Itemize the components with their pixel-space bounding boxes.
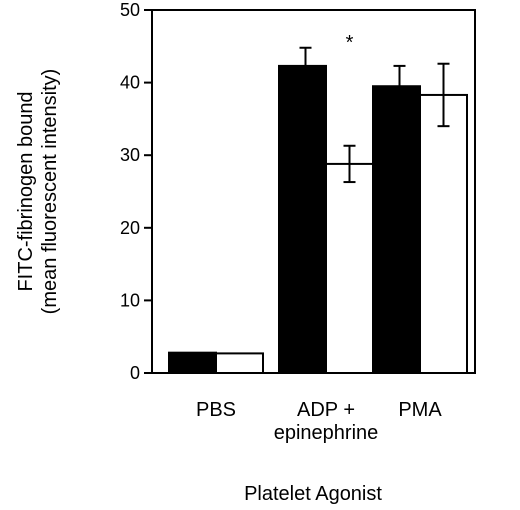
x-category-label-line: PBS	[196, 399, 236, 421]
y-tick-label: 50	[120, 0, 140, 20]
significance-marker: *	[346, 32, 354, 54]
error-bars	[299, 46, 450, 184]
x-category-label: PBS	[196, 399, 236, 421]
x-category-label: ADP + epinephrine	[274, 399, 379, 444]
bars	[168, 64, 468, 375]
x-category-label-line: ADP +	[297, 399, 355, 421]
y-axis-label-line: FITC-fibrinogen bound	[15, 91, 37, 291]
x-category-label-line: epinephrine	[274, 422, 379, 444]
bar	[168, 351, 217, 374]
x-category-label-line: PMA	[398, 399, 442, 421]
bar	[215, 352, 264, 375]
y-tick-label: 30	[120, 145, 140, 165]
y-axis-title: FITC-fibrinogen bound (mean fluorescent i…	[15, 69, 61, 315]
y-axis-label: FITC-fibrinogen bound (mean fluorescent i…	[15, 69, 61, 315]
y-tick-label: 40	[120, 73, 140, 93]
y-tick-label: 20	[120, 218, 140, 238]
y-axis-ticks: 0 10 20 30 40 50	[120, 0, 152, 383]
axes	[151, 9, 476, 374]
bar	[419, 93, 468, 375]
x-category-label: PMA	[398, 399, 442, 421]
bar	[372, 85, 421, 374]
plot-frame	[151, 9, 476, 374]
y-tick-label: 0	[130, 363, 140, 383]
y-tick-label: 10	[120, 290, 140, 310]
x-axis-title: Platelet Agonist	[244, 483, 382, 505]
y-axis-label-line: (mean fluorescent intensity)	[39, 69, 61, 315]
annotations: *	[346, 32, 354, 54]
bar	[325, 162, 374, 374]
x-axis-category-labels: PBS ADP + epinephrine PMA	[196, 399, 442, 444]
bar	[278, 64, 327, 374]
